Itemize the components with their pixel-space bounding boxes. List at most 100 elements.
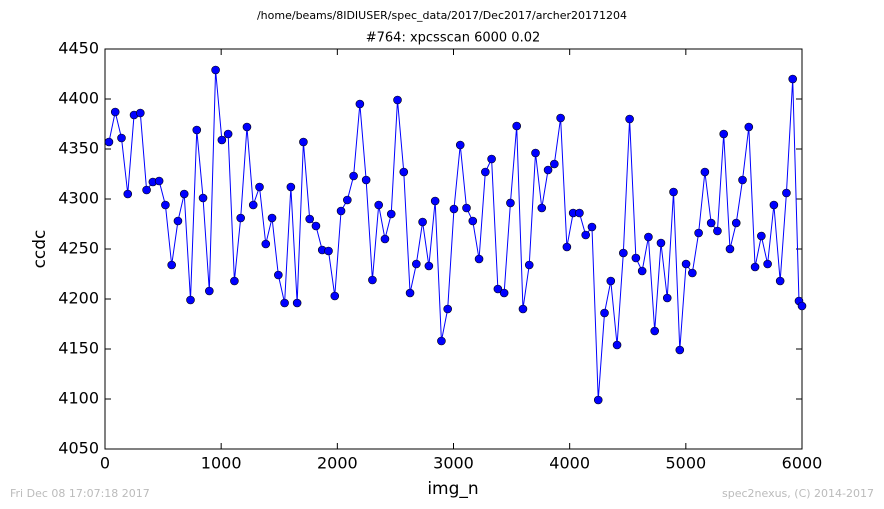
data-point [430, 196, 440, 206]
data-point [355, 99, 365, 109]
data-point [286, 182, 296, 192]
data-point [550, 159, 559, 169]
data-point [455, 140, 465, 150]
data-point [481, 167, 490, 177]
data-point [311, 221, 321, 231]
data-point [797, 301, 807, 311]
data-point [123, 189, 133, 199]
data-point [606, 276, 616, 286]
data-point [556, 113, 565, 123]
data-point [462, 203, 471, 213]
data-point [713, 226, 722, 236]
data-point [211, 65, 220, 75]
data-point [688, 268, 697, 278]
data-point [299, 137, 308, 147]
y-tick-label: 4450 [58, 39, 99, 58]
data-point [669, 187, 678, 197]
data-point [136, 108, 145, 118]
data-point [173, 216, 183, 226]
data-point [625, 114, 634, 124]
x-tick-label: 6000 [782, 454, 823, 473]
data-point [782, 188, 791, 198]
data-point [575, 208, 584, 218]
data-point [738, 175, 747, 185]
data-point [412, 259, 421, 269]
x-axis-label: img_n [427, 479, 478, 499]
data-point [506, 198, 515, 208]
data-point [380, 234, 390, 244]
data-point [474, 254, 484, 264]
data-point [179, 189, 189, 199]
data-point [443, 304, 452, 314]
x-tick-label: 2000 [317, 454, 358, 473]
data-point [205, 286, 214, 296]
data-point [198, 193, 208, 203]
data-point [142, 185, 151, 195]
data-point [531, 148, 540, 158]
data-point [675, 345, 685, 355]
data-point [518, 304, 528, 314]
chart-subtitle: #764: xpcsscan 6000 0.02 [366, 31, 541, 46]
data-point [110, 107, 120, 117]
data-point [763, 259, 772, 269]
data-point [587, 222, 597, 232]
data-point [612, 340, 622, 350]
data-point [537, 203, 547, 213]
y-tick-label: 4400 [58, 89, 99, 108]
data-point [619, 248, 628, 258]
data-point [292, 298, 302, 308]
data-point [600, 308, 609, 318]
data-point [719, 129, 729, 139]
data-point [349, 171, 358, 181]
y-tick-label: 4350 [58, 139, 99, 158]
x-tick-label: 1000 [201, 454, 242, 473]
data-point [242, 122, 252, 132]
data-point [399, 167, 409, 177]
data-point [769, 200, 779, 210]
data-point [368, 275, 377, 285]
data-point [192, 125, 202, 135]
data-point [236, 213, 245, 223]
data-point [644, 232, 653, 242]
data-point [261, 239, 271, 249]
data-point [487, 154, 496, 164]
y-tick-label: 4250 [58, 239, 99, 258]
data-point [662, 293, 672, 303]
data-point [775, 276, 785, 286]
data-point [524, 260, 534, 270]
data-point [280, 298, 289, 308]
footer-left: Fri Dec 08 17:07:18 2017 [10, 487, 150, 500]
data-point [405, 288, 415, 298]
data-point [330, 291, 340, 301]
data-point [161, 200, 170, 210]
data-point [393, 95, 402, 105]
data-point [593, 395, 603, 405]
data-point [336, 206, 346, 216]
data-point [361, 175, 371, 185]
data-point [499, 288, 509, 298]
data-point [468, 216, 478, 226]
data-point [374, 200, 383, 210]
footer-right: spec2nexus, (C) 2014-2017 [722, 487, 874, 500]
data-point [788, 74, 798, 84]
y-tick-label: 4150 [58, 339, 99, 358]
data-point [274, 270, 283, 280]
x-tick-label: 4000 [549, 454, 590, 473]
y-tick-label: 4300 [58, 189, 99, 208]
x-tick-label: 3000 [433, 454, 474, 473]
data-point [631, 253, 641, 263]
data-point [650, 326, 660, 336]
data-point [167, 260, 176, 270]
y-tick-label: 4200 [58, 289, 99, 308]
data-point [562, 242, 572, 252]
data-point [637, 266, 647, 276]
data-point [154, 176, 164, 186]
data-point [223, 129, 233, 139]
chart-title: /home/beams/8IDIUSER/spec_data/2017/Dec2… [257, 9, 627, 22]
data-point [230, 276, 239, 286]
data-point [248, 200, 258, 210]
data-point [305, 214, 314, 224]
data-point [449, 204, 459, 214]
data-point [267, 213, 277, 223]
